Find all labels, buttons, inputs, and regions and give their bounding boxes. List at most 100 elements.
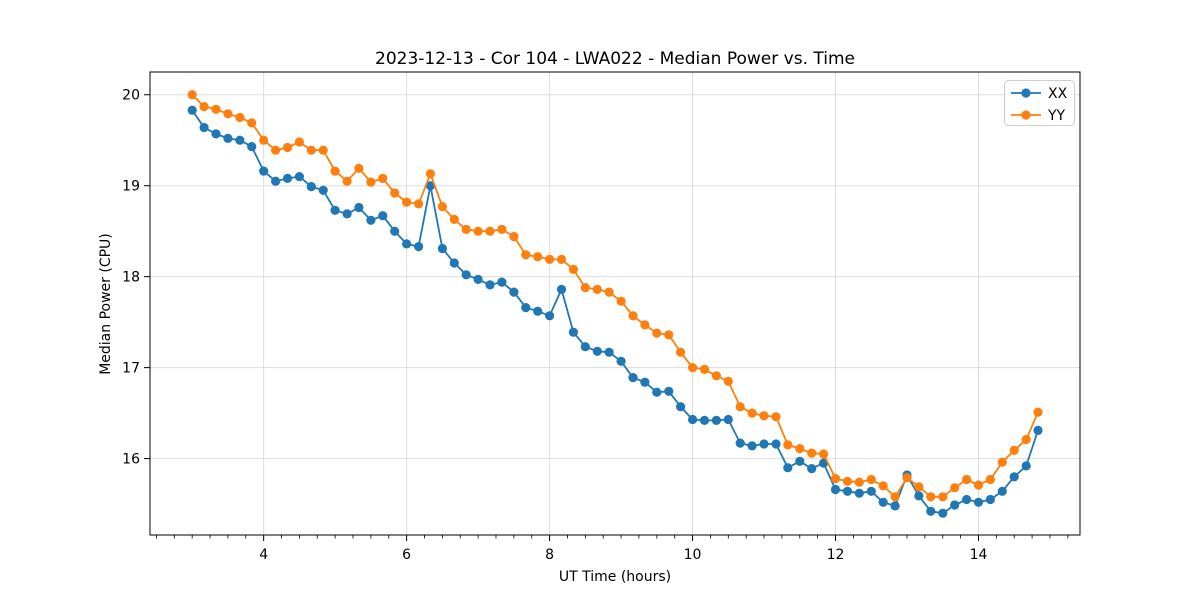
- data-point-yy: [437, 202, 447, 212]
- data-point-xx: [866, 486, 876, 496]
- data-point-yy: [735, 402, 745, 412]
- x-tick-label: 12: [827, 547, 845, 563]
- data-point-yy: [664, 330, 674, 340]
- data-point-xx: [783, 463, 793, 473]
- data-point-xx: [223, 133, 233, 143]
- data-point-xx: [414, 242, 424, 252]
- data-point-xx: [294, 172, 304, 182]
- data-point-xx: [533, 306, 543, 316]
- data-point-yy: [497, 224, 507, 234]
- data-point-xx: [711, 415, 722, 425]
- data-point-yy: [973, 480, 984, 490]
- data-point-xx: [318, 185, 328, 195]
- data-point-xx: [461, 270, 471, 280]
- data-point-xx: [568, 327, 579, 337]
- series-line-xx: [191, 109, 1039, 515]
- data-point-xx: [390, 226, 400, 236]
- data-point-xx: [199, 122, 209, 133]
- y-tick-label: 18: [122, 270, 140, 286]
- data-point-xx: [854, 488, 864, 498]
- data-point-xx: [628, 373, 638, 383]
- data-point-yy: [854, 477, 864, 487]
- x-tick-label: 10: [684, 547, 702, 563]
- legend-label-xx: XX: [1048, 86, 1068, 102]
- data-point-yy: [199, 102, 209, 112]
- series-line-yy: [191, 94, 1039, 498]
- data-point-yy: [461, 224, 471, 234]
- legend-item-xx[interactable]: XX: [1011, 86, 1068, 102]
- data-series: [187, 90, 1043, 518]
- data-point-xx: [985, 494, 996, 505]
- data-point-xx: [962, 494, 972, 505]
- data-point-yy: [795, 444, 805, 454]
- data-point-yy: [771, 412, 781, 422]
- data-point-yy: [271, 145, 281, 155]
- y-tick-label: 19: [122, 179, 140, 195]
- data-point-xx: [425, 181, 435, 191]
- data-point-yy: [819, 449, 829, 459]
- data-point-xx: [926, 506, 936, 516]
- y-tick-label: 20: [122, 88, 140, 104]
- data-point-yy: [402, 197, 412, 207]
- data-point-yy: [688, 363, 698, 373]
- data-point-yy: [521, 250, 531, 260]
- data-point-xx: [878, 497, 888, 507]
- data-point-xx: [795, 456, 805, 466]
- data-point-xx: [330, 205, 340, 215]
- data-point-yy: [628, 311, 638, 321]
- data-point-xx: [235, 135, 245, 145]
- data-point-xx: [580, 342, 590, 352]
- data-point-xx: [497, 277, 507, 287]
- data-point-xx: [509, 287, 519, 297]
- data-point-yy: [878, 481, 888, 491]
- data-point-xx: [449, 258, 459, 268]
- data-point-yy: [211, 104, 221, 114]
- data-point-yy: [652, 328, 662, 338]
- data-point-yy: [378, 173, 388, 183]
- data-point-xx: [807, 464, 817, 474]
- data-point-yy: [747, 408, 757, 418]
- data-point-xx: [997, 486, 1007, 496]
- data-point-yy: [294, 137, 304, 147]
- data-point-yy: [545, 254, 555, 264]
- data-point-yy: [509, 232, 519, 242]
- data-point-xx: [378, 211, 388, 221]
- data-point-xx: [545, 311, 555, 321]
- data-point-xx: [747, 441, 757, 451]
- data-point-yy: [556, 254, 567, 264]
- data-point-yy: [604, 287, 614, 297]
- data-point-yy: [640, 320, 650, 330]
- data-point-yy: [616, 296, 626, 306]
- data-point-yy: [247, 118, 257, 128]
- data-point-xx: [187, 105, 197, 115]
- data-point-xx: [556, 284, 567, 294]
- data-point-xx: [354, 202, 364, 213]
- legend-item-yy[interactable]: YY: [1011, 108, 1066, 124]
- data-point-xx: [342, 209, 352, 219]
- data-point-yy: [842, 476, 853, 486]
- data-point-yy: [807, 448, 817, 458]
- legend-label-yy: YY: [1047, 108, 1066, 124]
- data-point-yy: [282, 142, 293, 153]
- data-point-xx: [521, 303, 531, 313]
- plot-border: [149, 71, 1081, 536]
- data-point-xx: [247, 142, 257, 152]
- data-point-xx: [485, 280, 495, 290]
- data-point-yy: [342, 176, 352, 186]
- y-axis-label: Median Power (CPU): [98, 233, 114, 375]
- data-point-yy: [950, 483, 960, 493]
- x-tick-label: 8: [545, 547, 554, 563]
- data-point-yy: [187, 90, 197, 100]
- data-point-yy: [1033, 407, 1043, 417]
- data-point-xx: [640, 377, 650, 387]
- data-point-xx: [1033, 425, 1043, 435]
- data-point-yy: [866, 474, 876, 485]
- data-point-yy: [914, 482, 924, 492]
- legend-marker-yy: [1021, 110, 1031, 120]
- tick-labels: 4 6 8 10 12 14 16 17 18 19 20: [122, 88, 987, 563]
- data-point-yy: [926, 492, 936, 502]
- y-tick-label: 16: [122, 452, 140, 468]
- data-point-xx: [306, 182, 316, 192]
- x-tick-label: 14: [970, 547, 988, 563]
